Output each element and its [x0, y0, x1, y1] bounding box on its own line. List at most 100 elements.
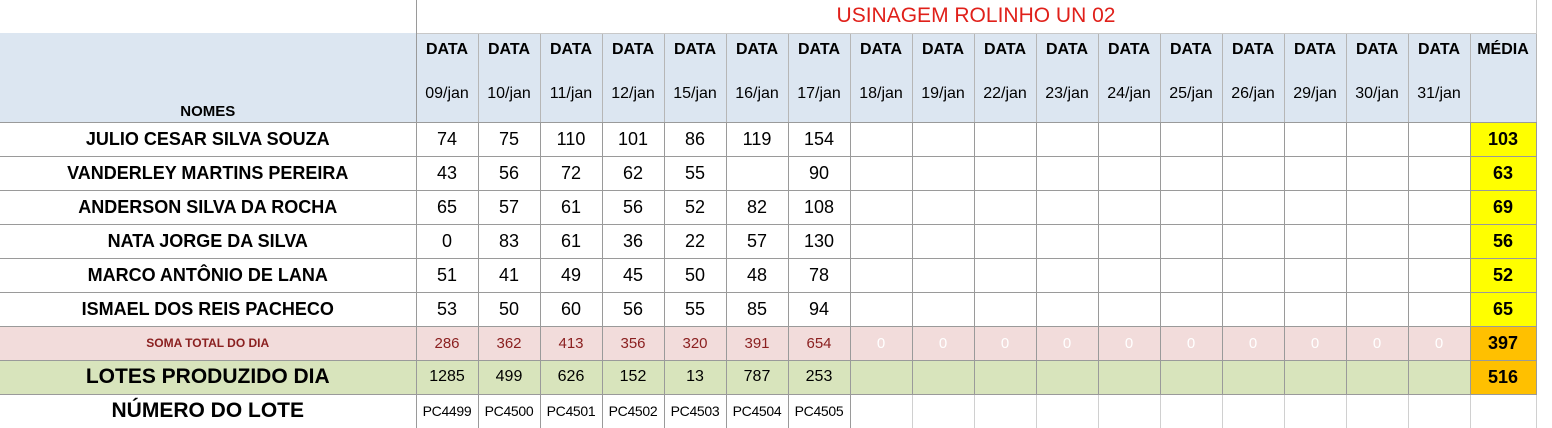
lots-produced-value[interactable] [1346, 360, 1409, 395]
value-cell[interactable]: 119 [726, 122, 789, 157]
lot-number-label[interactable]: NÚMERO DO LOTE [0, 394, 417, 428]
value-cell[interactable] [1222, 292, 1285, 327]
value-cell[interactable] [1160, 122, 1223, 157]
value-cell[interactable] [974, 224, 1037, 259]
average-header[interactable]: MÉDIA [1470, 33, 1537, 67]
lot-number-value[interactable]: PC4500 [478, 394, 541, 428]
lots-produced-value[interactable]: 787 [726, 360, 789, 395]
value-cell[interactable] [850, 156, 913, 191]
names-header[interactable]: NOMES [0, 67, 417, 123]
data-header[interactable]: DATA [540, 33, 603, 67]
value-cell[interactable]: 22 [664, 224, 727, 259]
value-cell[interactable]: 130 [788, 224, 851, 259]
lot-number-value[interactable]: PC4502 [602, 394, 665, 428]
date-header[interactable]: 23/jan [1036, 67, 1099, 123]
data-header[interactable]: DATA [788, 33, 851, 67]
value-cell[interactable] [1408, 122, 1471, 157]
lots-produced-average[interactable]: 516 [1470, 360, 1537, 395]
value-cell[interactable]: 56 [602, 190, 665, 225]
data-header[interactable]: DATA [664, 33, 727, 67]
lot-number-value[interactable]: PC4503 [664, 394, 727, 428]
data-header[interactable]: DATA [1408, 33, 1471, 67]
value-cell[interactable] [1036, 292, 1099, 327]
value-cell[interactable] [850, 122, 913, 157]
lots-produced-value[interactable] [912, 360, 975, 395]
lots-produced-value[interactable] [850, 360, 913, 395]
value-cell[interactable] [1160, 224, 1223, 259]
value-cell[interactable]: 55 [664, 292, 727, 327]
data-header[interactable]: DATA [478, 33, 541, 67]
data-header[interactable]: DATA [1160, 33, 1223, 67]
value-cell[interactable] [1222, 156, 1285, 191]
value-cell[interactable] [912, 224, 975, 259]
date-header[interactable]: 17/jan [788, 67, 851, 123]
data-header[interactable]: DATA [850, 33, 913, 67]
data-header[interactable]: DATA [416, 33, 479, 67]
value-cell[interactable]: 94 [788, 292, 851, 327]
value-cell[interactable] [850, 190, 913, 225]
worker-average[interactable]: 56 [1470, 224, 1537, 259]
data-header[interactable]: DATA [912, 33, 975, 67]
data-header[interactable]: DATA [726, 33, 789, 67]
value-cell[interactable] [850, 224, 913, 259]
lots-produced-value[interactable] [1284, 360, 1347, 395]
lots-produced-value[interactable] [1408, 360, 1471, 395]
worker-name[interactable]: NATA JORGE DA SILVA [0, 224, 417, 259]
value-cell[interactable] [1098, 258, 1161, 293]
data-header[interactable]: DATA [602, 33, 665, 67]
daily-total-value[interactable]: 356 [602, 326, 665, 361]
daily-total-value[interactable]: 391 [726, 326, 789, 361]
value-cell[interactable]: 41 [478, 258, 541, 293]
value-cell[interactable]: 56 [478, 156, 541, 191]
lot-number-value[interactable] [1222, 394, 1285, 428]
average-header-blank[interactable] [1470, 67, 1537, 123]
lot-number-value[interactable]: PC4499 [416, 394, 479, 428]
value-cell[interactable] [1346, 190, 1409, 225]
date-header[interactable]: 16/jan [726, 67, 789, 123]
value-cell[interactable] [912, 292, 975, 327]
value-cell[interactable]: 48 [726, 258, 789, 293]
worker-name[interactable]: ANDERSON SILVA DA ROCHA [0, 190, 417, 225]
value-cell[interactable] [1036, 122, 1099, 157]
lot-number-value[interactable] [1160, 394, 1223, 428]
value-cell[interactable] [974, 122, 1037, 157]
value-cell[interactable] [974, 156, 1037, 191]
value-cell[interactable] [1222, 190, 1285, 225]
corner-cell[interactable] [0, 0, 417, 33]
lots-produced-value[interactable]: 1285 [416, 360, 479, 395]
lot-number-value[interactable] [1098, 394, 1161, 428]
lots-produced-value[interactable]: 13 [664, 360, 727, 395]
daily-total-value[interactable]: 0 [1408, 326, 1471, 361]
lot-number-value[interactable]: PC4505 [788, 394, 851, 428]
value-cell[interactable] [1036, 224, 1099, 259]
date-header[interactable]: 18/jan [850, 67, 913, 123]
value-cell[interactable] [974, 292, 1037, 327]
lots-produced-value[interactable]: 499 [478, 360, 541, 395]
value-cell[interactable] [1346, 156, 1409, 191]
worker-average[interactable]: 65 [1470, 292, 1537, 327]
date-header[interactable]: 22/jan [974, 67, 1037, 123]
date-header[interactable]: 10/jan [478, 67, 541, 123]
daily-total-value[interactable]: 0 [1346, 326, 1409, 361]
value-cell[interactable] [1160, 258, 1223, 293]
date-header[interactable]: 30/jan [1346, 67, 1409, 123]
date-header[interactable]: 24/jan [1098, 67, 1161, 123]
value-cell[interactable]: 61 [540, 224, 603, 259]
worker-name[interactable]: MARCO ANTÔNIO DE LANA [0, 258, 417, 293]
value-cell[interactable] [912, 258, 975, 293]
value-cell[interactable]: 72 [540, 156, 603, 191]
lots-produced-value[interactable]: 253 [788, 360, 851, 395]
value-cell[interactable]: 78 [788, 258, 851, 293]
value-cell[interactable] [1036, 156, 1099, 191]
value-cell[interactable] [1346, 292, 1409, 327]
names-header-top[interactable] [0, 33, 417, 67]
worker-average[interactable]: 52 [1470, 258, 1537, 293]
worker-average[interactable]: 63 [1470, 156, 1537, 191]
value-cell[interactable]: 49 [540, 258, 603, 293]
data-header[interactable]: DATA [1036, 33, 1099, 67]
worker-name[interactable]: ISMAEL DOS REIS PACHECO [0, 292, 417, 327]
value-cell[interactable] [1036, 190, 1099, 225]
value-cell[interactable]: 101 [602, 122, 665, 157]
daily-total-value[interactable]: 286 [416, 326, 479, 361]
value-cell[interactable] [1346, 258, 1409, 293]
